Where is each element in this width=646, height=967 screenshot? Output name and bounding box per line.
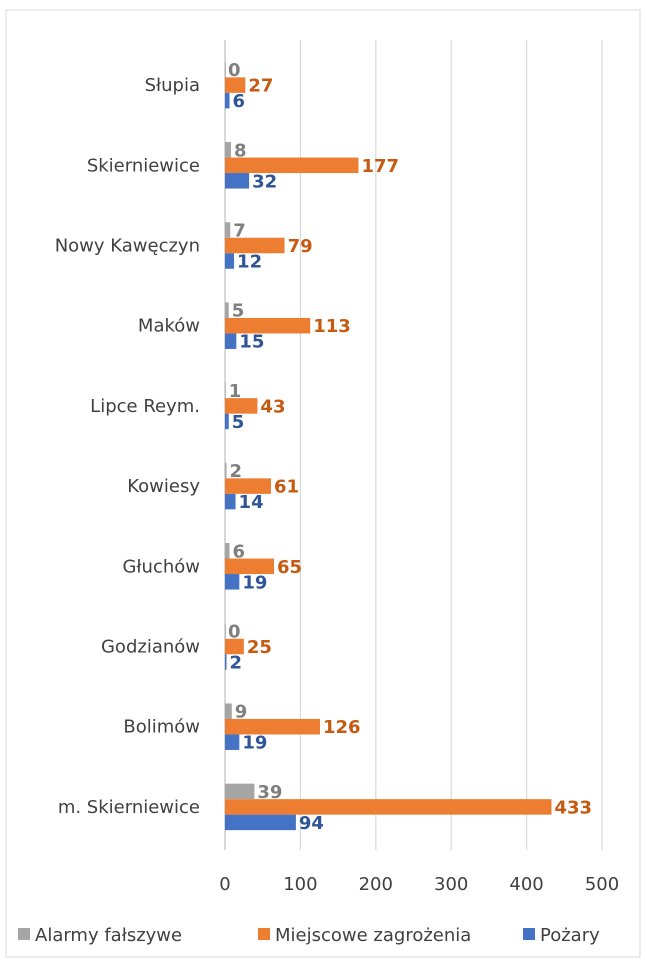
category-label: Maków xyxy=(138,316,200,337)
data-label: 6 xyxy=(233,541,246,562)
x-tick-labels: 0 100 200 300 400 500 xyxy=(219,874,619,895)
x-tick-label: 300 xyxy=(434,874,468,895)
bar xyxy=(225,478,271,494)
x-tick-label: 200 xyxy=(359,874,393,895)
bar xyxy=(225,799,552,815)
x-tick-label: 100 xyxy=(283,874,317,895)
data-label: 8 xyxy=(234,140,247,161)
category-label: Nowy Kawęczyn xyxy=(55,236,200,257)
data-label: 6 xyxy=(233,91,246,112)
x-tick-label: 400 xyxy=(509,874,543,895)
category-label: Godzianów xyxy=(101,637,200,658)
bar xyxy=(225,302,229,318)
data-label: 19 xyxy=(242,733,267,754)
category-label: Skierniewice xyxy=(87,155,200,176)
bar xyxy=(225,413,229,430)
data-label: 43 xyxy=(260,396,285,417)
category-label: Słupia xyxy=(145,75,200,96)
data-label: 9 xyxy=(235,702,248,723)
category-label: Bolimów xyxy=(123,717,200,738)
bar xyxy=(225,574,240,590)
data-label: 433 xyxy=(554,797,592,818)
data-label: 12 xyxy=(237,252,262,273)
bar xyxy=(225,718,321,735)
data-label: 5 xyxy=(232,301,245,322)
bar xyxy=(225,142,232,158)
data-label: 5 xyxy=(232,412,245,433)
data-label: 0 xyxy=(228,622,241,643)
data-label: 61 xyxy=(274,477,299,498)
data-label: 2 xyxy=(230,461,243,482)
legend-swatch xyxy=(18,928,30,940)
bar xyxy=(225,61,226,78)
category-labels: Słupia Skierniewice Nowy Kawęczyn Maków Lipc… xyxy=(55,75,201,818)
data-label: 113 xyxy=(313,316,351,337)
data-label: 7 xyxy=(233,221,246,242)
data-label: 126 xyxy=(323,717,361,738)
data-labels: 0276817732779125113151435261146651902529… xyxy=(228,60,592,834)
data-label: 65 xyxy=(277,557,302,578)
bar xyxy=(225,157,359,174)
data-label: 79 xyxy=(288,236,313,257)
bars xyxy=(225,61,552,831)
bar xyxy=(225,173,250,189)
bar xyxy=(225,398,258,414)
bar xyxy=(225,77,246,93)
category-label: Kowiesy xyxy=(127,476,200,497)
data-label: 94 xyxy=(299,813,324,834)
data-label: 39 xyxy=(257,782,282,803)
legend-entry: Miejscowe zagrożenia xyxy=(275,925,471,946)
data-label: 19 xyxy=(242,572,267,593)
bar xyxy=(225,703,232,719)
x-tick-label: 500 xyxy=(585,874,619,895)
category-label: Głuchów xyxy=(122,556,200,577)
data-label: 15 xyxy=(239,332,264,353)
data-label: 25 xyxy=(247,637,272,658)
bar xyxy=(225,92,230,109)
legend-swatch xyxy=(523,928,535,940)
bar xyxy=(225,638,244,655)
bar xyxy=(225,493,236,510)
bar xyxy=(225,237,285,254)
bar xyxy=(225,734,240,750)
category-label: Lipce Reym. xyxy=(90,396,200,417)
data-label: 32 xyxy=(252,171,277,192)
legend-swatch xyxy=(258,928,270,940)
bar xyxy=(225,222,231,238)
category-label: m. Skierniewice xyxy=(58,797,200,818)
bar xyxy=(225,654,227,670)
bar xyxy=(225,333,237,349)
data-label: 27 xyxy=(248,76,273,97)
legend: Alarmy fałszywe Miejscowe zagrożenia Pożar… xyxy=(18,925,600,946)
bar xyxy=(225,462,227,479)
data-label: 0 xyxy=(228,60,241,81)
bar xyxy=(225,783,255,800)
data-label: 14 xyxy=(239,492,264,513)
bar xyxy=(225,558,275,575)
data-label: 2 xyxy=(230,653,243,674)
bar xyxy=(225,253,235,269)
legend-entry: Pożary xyxy=(540,925,600,946)
bar xyxy=(225,317,311,334)
x-tick-label: 0 xyxy=(219,874,230,895)
data-label: 1 xyxy=(229,381,242,402)
bar xyxy=(225,543,230,559)
bar xyxy=(225,623,226,639)
legend-entry: Alarmy fałszywe xyxy=(35,925,182,946)
data-label: 177 xyxy=(361,156,399,177)
bar xyxy=(225,814,296,831)
bar xyxy=(225,382,226,399)
